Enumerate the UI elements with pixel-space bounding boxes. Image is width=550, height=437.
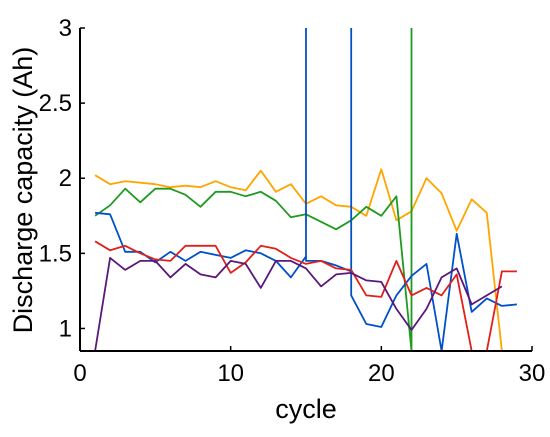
series-line-2	[94, 28, 413, 351]
y-tick-label: 2.5	[39, 90, 72, 117]
axes-layer	[79, 28, 532, 352]
series-layer	[94, 28, 517, 351]
y-tick-label: 2	[59, 165, 72, 192]
x-tick-label: 20	[368, 360, 395, 387]
y-axis-title: Discharge capacity (Ah)	[8, 47, 38, 334]
x-tick-label: 10	[217, 360, 244, 387]
x-tick-label: 30	[519, 360, 546, 387]
x-axis-title: cycle	[275, 394, 337, 424]
y-tick-label: 1	[59, 315, 72, 342]
series-line-1	[94, 168, 503, 351]
series-line-4	[94, 240, 517, 351]
x-tick-label: 0	[73, 360, 86, 387]
ticks-layer: 0 10 20 30 1 1.5 2 2.5 3	[39, 15, 546, 387]
y-tick-label: 1.5	[39, 240, 72, 267]
series-line-5	[94, 256, 503, 351]
y-tick-label: 3	[59, 15, 72, 42]
